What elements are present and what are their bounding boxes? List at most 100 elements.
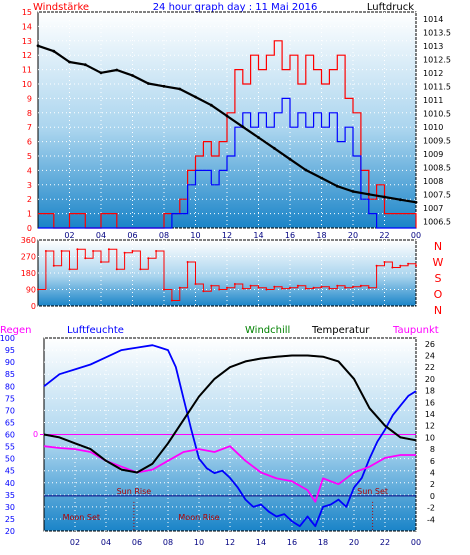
- pressure-point: [194, 95, 197, 99]
- humidity-tick-label: 85: [5, 370, 15, 379]
- pressure-point: [68, 60, 71, 64]
- time-tick-label: 16: [287, 538, 297, 547]
- direction-point: [312, 286, 315, 289]
- time-tick-label: 18: [316, 231, 326, 240]
- time-tick-label: 02: [64, 231, 74, 240]
- pressure-label: Luftdruck: [367, 2, 414, 13]
- humidity-line: [43, 344, 417, 528]
- direction-point: [44, 250, 47, 252]
- time-tick-label: 00: [411, 538, 421, 547]
- direction-point: [265, 288, 268, 291]
- direction-point: [383, 261, 386, 263]
- direction-point: [170, 299, 173, 302]
- temperature-tick-label: 14: [425, 410, 435, 419]
- time-tick-label: 14: [253, 231, 263, 240]
- temperature-tick-label: 2: [430, 480, 435, 489]
- gust-series: [38, 97, 416, 229]
- pressure-tick-label: 1010.5: [423, 109, 451, 118]
- wind-tick-label: 9: [27, 94, 32, 103]
- humidity-label: Luftfeuchte: [67, 325, 124, 336]
- wind-tick-label: 12: [22, 51, 32, 60]
- direction-point: [336, 284, 339, 287]
- pressure-tick-label: 1007: [423, 204, 443, 213]
- moon-rise-label: Moon Rise: [178, 513, 219, 522]
- direction-point: [163, 288, 165, 291]
- direction-point: [84, 257, 87, 260]
- time-tick-label: 08: [159, 231, 169, 240]
- humidity-tick-label: 95: [5, 346, 15, 355]
- gust-line: [38, 97, 416, 229]
- sun-moon-events: Sun Rise Sun Set Moon Set Moon Rise: [63, 487, 388, 531]
- direction-point: [131, 250, 134, 252]
- pressure-point: [209, 103, 213, 107]
- time-tick-label: 14: [256, 538, 266, 547]
- humidity-tick-label: 55: [5, 443, 15, 452]
- pressure-series: [36, 44, 418, 204]
- pressure-point: [320, 176, 323, 180]
- time-tick-label: 16: [285, 231, 295, 240]
- direction-point: [415, 264, 417, 267]
- rain-label: Regen: [0, 325, 32, 336]
- zero-lines: [40, 434, 416, 497]
- direction-point: [320, 285, 323, 288]
- direction-point: [375, 264, 378, 267]
- wind-tick-label: 14: [22, 22, 32, 31]
- direction-point: [273, 285, 276, 288]
- pressure-tick-label: 1008: [423, 177, 443, 186]
- direction-point: [241, 287, 244, 290]
- pressure-point: [36, 44, 40, 48]
- direction-tick-label: 0: [31, 302, 36, 311]
- chart-title: 24 hour graph day : 11 Mai 2016: [153, 2, 318, 13]
- rain-zero-label: 0: [33, 430, 38, 439]
- direction-point: [328, 287, 331, 290]
- direction-point: [52, 264, 55, 267]
- wind-tick-label: 10: [22, 80, 32, 89]
- time-tick-label: 06: [127, 231, 137, 240]
- temperature-line: [43, 354, 417, 474]
- pressure-tick-label: 1011: [423, 96, 443, 105]
- time-tick-label: 20: [348, 231, 358, 240]
- direction-point: [60, 250, 63, 252]
- temperature-tick-label: 0: [430, 492, 435, 501]
- temperature-series: [43, 354, 417, 474]
- temperature-tick-label: 16: [425, 398, 435, 407]
- humidity-tick-label: 30: [5, 503, 15, 512]
- compass-label: O: [434, 288, 443, 301]
- humidity-tick-label: 50: [5, 455, 15, 464]
- pressure-tick-label: 1009.5: [423, 136, 451, 145]
- wind-tick-label: 13: [22, 37, 32, 46]
- direction-point: [186, 261, 189, 263]
- temperature-tick-label: 18: [425, 387, 435, 396]
- temperature-tick-label: 4: [430, 469, 435, 478]
- wind-tick-label: 15: [22, 8, 32, 17]
- pressure-tick-label: 1014: [423, 15, 443, 24]
- temperature-tick-label: -4: [427, 515, 435, 524]
- wind-tick-label: 0: [27, 224, 32, 233]
- direction-tick-label: 360: [21, 236, 36, 245]
- time-tick-label: 20: [349, 538, 359, 547]
- direction-point: [92, 250, 95, 252]
- direction-point: [344, 286, 347, 289]
- humidity-tick-label: 35: [5, 491, 15, 500]
- sun-rise-label: Sun Rise: [117, 487, 152, 496]
- pressure-point: [272, 146, 276, 150]
- pressure-point: [304, 168, 308, 172]
- pressure-point: [398, 198, 402, 202]
- pressure-axis: 1006.5 1007 1007.5 1008 1008.5 1009 1009.5 1010…: [423, 15, 451, 227]
- direction-tick-label: 90: [26, 286, 36, 295]
- direction-tick-label: 270: [21, 253, 36, 262]
- temperature-tick-label: 20: [425, 375, 435, 384]
- direction-point: [367, 286, 370, 289]
- direction-point: [155, 250, 158, 252]
- time-tick-label: 22: [380, 538, 390, 547]
- pressure-point: [131, 74, 134, 77]
- direction-point: [218, 288, 221, 291]
- time-tick-label: 06: [132, 538, 142, 547]
- pressure-tick-label: 1007.5: [423, 190, 451, 199]
- pressure-point: [52, 49, 56, 53]
